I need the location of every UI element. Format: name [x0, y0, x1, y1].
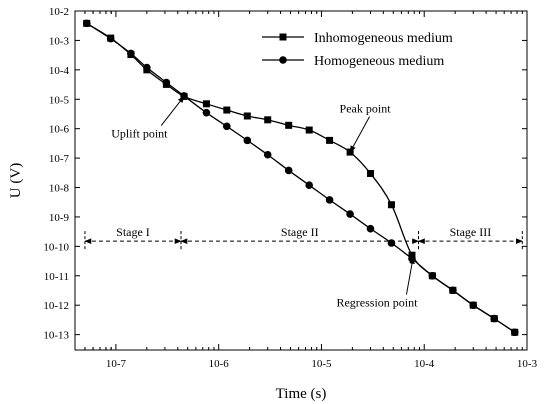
data-point-square [326, 136, 334, 144]
data-point-circle [106, 34, 115, 43]
annotation-label: Uplift point [111, 127, 168, 141]
series-line-inhomogeneous [86, 22, 516, 333]
legend-marker-square [279, 33, 287, 41]
data-point-square [243, 112, 251, 120]
data-point-circle [223, 122, 231, 131]
annotation-label: Peak point [340, 102, 392, 116]
data-point-square [264, 116, 272, 124]
data-point-circle [305, 181, 313, 189]
data-point-circle [449, 286, 457, 295]
x-tick-label: 10-7 [106, 358, 127, 370]
data-point-circle [243, 136, 252, 145]
stage-label: Stage II [281, 225, 319, 239]
y-tick-label: 10-10 [43, 241, 69, 253]
legend-entry: Inhomogeneous medium [314, 31, 453, 46]
data-point-circle [82, 19, 91, 28]
y-tick-label: 10-13 [43, 330, 69, 342]
y-tick-label: 10-6 [49, 124, 70, 136]
data-point-circle [202, 108, 211, 117]
plot-frame [74, 10, 528, 351]
data-point-circle [408, 254, 416, 263]
data-point-square [285, 121, 293, 129]
y-tick-label: 10-11 [44, 271, 69, 283]
stage-label: Stage III [450, 225, 492, 239]
y-tick-label: 10-4 [49, 65, 70, 77]
data-point-circle [387, 239, 396, 247]
data-point-circle [428, 271, 437, 280]
stage-label: Stage I [116, 225, 150, 239]
data-point-circle [490, 314, 499, 323]
y-tick-label: 10-3 [49, 35, 70, 47]
data-point-square [366, 169, 374, 177]
data-point-square [223, 106, 231, 114]
data-point-square [346, 148, 354, 156]
y-tick-label: 10-12 [43, 300, 69, 312]
y-tick-label: 10-8 [49, 183, 70, 195]
stage-markers: Stage I Stage II Stage III [84, 225, 523, 252]
data-point-circle [263, 150, 272, 159]
y-tick-label: 10-2 [49, 6, 69, 18]
data-point-square [305, 126, 313, 134]
legend-entry: Homogeneous medium [314, 54, 444, 69]
data-point-circle [180, 92, 188, 100]
annotation-arrow [160, 95, 185, 126]
series-layer [82, 19, 519, 337]
data-point-circle [346, 210, 354, 218]
x-tick-label: 10-6 [209, 358, 230, 370]
data-point-circle [127, 49, 135, 58]
x-tick-label: 10-4 [414, 358, 435, 370]
y-tick-label: 10-5 [49, 94, 70, 106]
plot-area [74, 10, 528, 351]
x-axis-title: Time (s) [276, 386, 327, 402]
annotation-arrow [349, 116, 370, 153]
y-tick-label: 10-9 [49, 212, 70, 224]
data-point-circle [510, 328, 519, 337]
data-point-circle [284, 166, 293, 175]
data-point-circle [469, 301, 478, 309]
data-point-square [387, 201, 395, 209]
data-point-circle [143, 63, 151, 72]
legend-marker-circle [279, 56, 287, 64]
data-point-circle [325, 196, 334, 204]
series-line-homogeneous [86, 22, 516, 333]
data-point-circle [162, 78, 171, 87]
axis-ticks: 10-7 10-6 10-5 10-4 10-3 10-13 10-12 10-11 10-10… [43, 6, 537, 370]
y-tick-label: 10-7 [49, 153, 70, 165]
x-tick-label: 10-5 [311, 358, 332, 370]
annotation-label: Regression point [336, 296, 418, 310]
x-tick-label: 10-3 [517, 358, 538, 370]
legend: Inhomogeneous medium Homogeneous medium [262, 31, 453, 69]
data-point-square [202, 100, 210, 108]
annotations: Uplift point Peak point Regression point [111, 95, 418, 310]
annotation-arrow [405, 256, 415, 295]
y-axis-title: U (V) [8, 163, 24, 198]
data-point-circle [366, 224, 375, 233]
